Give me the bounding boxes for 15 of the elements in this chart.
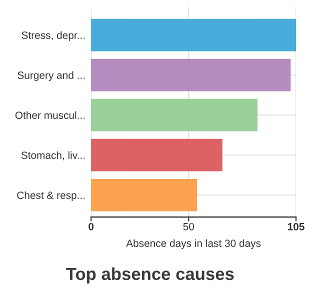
bar [91,178,198,212]
x-tick-label: 0 [88,222,94,230]
bar [91,98,258,132]
y-tick-label: Stress, depr... [22,31,85,41]
y-tick-label: Stomach, liv... [21,151,85,160]
bar [91,18,296,52]
x-tick-label: 50 [183,222,194,230]
bar [91,138,222,172]
x-axis-title: Absence days in last 30 days [126,239,261,250]
x-tick-label: 105 [288,222,304,230]
text: Top absence causes [66,267,234,284]
bar [91,58,291,92]
y-tick-label: Chest & resp... [17,191,85,202]
y-tick-label: Other muscul... [15,111,85,119]
y-tick-label: Surgery and ... [18,71,85,81]
